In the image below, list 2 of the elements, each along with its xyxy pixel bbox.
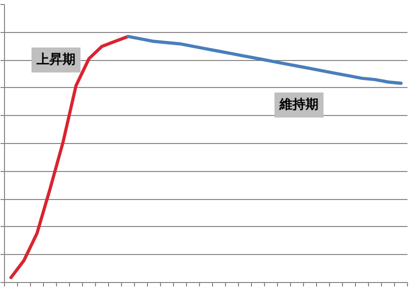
annotation: 維持期 bbox=[278, 98, 318, 112]
annotation: 上昇期 bbox=[36, 52, 76, 68]
